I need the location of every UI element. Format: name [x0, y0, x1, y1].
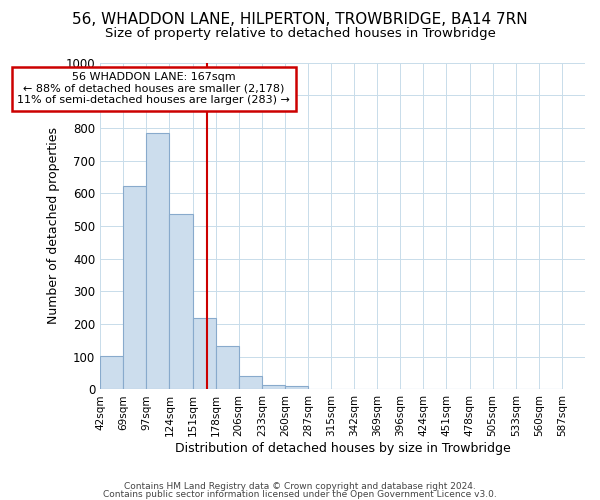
Bar	[239, 376, 262, 390]
Y-axis label: Number of detached properties: Number of detached properties	[47, 128, 60, 324]
Text: 56, WHADDON LANE, HILPERTON, TROWBRIDGE, BA14 7RN: 56, WHADDON LANE, HILPERTON, TROWBRIDGE,…	[72, 12, 528, 28]
X-axis label: Distribution of detached houses by size in Trowbridge: Distribution of detached houses by size …	[175, 442, 511, 455]
Bar	[100, 356, 123, 390]
Bar	[169, 214, 193, 390]
Bar	[123, 186, 146, 390]
Text: 56 WHADDON LANE: 167sqm
← 88% of detached houses are smaller (2,178)
11% of semi: 56 WHADDON LANE: 167sqm ← 88% of detache…	[17, 72, 290, 106]
Bar	[262, 384, 285, 390]
Text: Size of property relative to detached houses in Trowbridge: Size of property relative to detached ho…	[104, 28, 496, 40]
Text: Contains public sector information licensed under the Open Government Licence v3: Contains public sector information licen…	[103, 490, 497, 499]
Bar	[146, 134, 169, 390]
Bar	[285, 386, 308, 390]
Bar	[215, 346, 239, 390]
Text: Contains HM Land Registry data © Crown copyright and database right 2024.: Contains HM Land Registry data © Crown c…	[124, 482, 476, 491]
Bar	[193, 318, 215, 390]
